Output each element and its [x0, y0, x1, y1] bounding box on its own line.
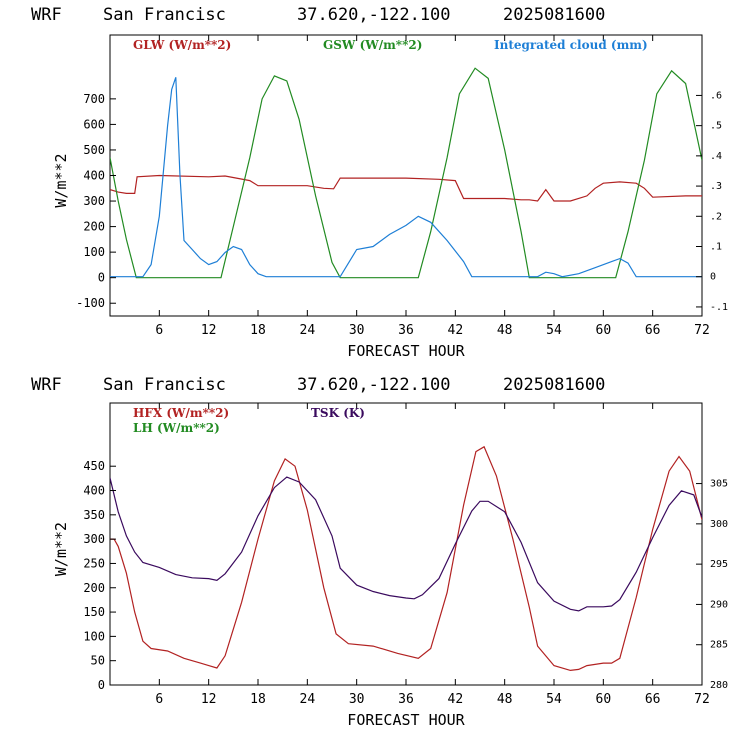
y2-tick-label: 300 — [710, 519, 728, 530]
series-line-tsk — [110, 476, 702, 612]
x-tick-label: 66 — [645, 692, 661, 707]
series-lines — [110, 445, 702, 672]
chart-title-init: 2025081600 — [503, 5, 605, 25]
y-tick-label: 100 — [83, 629, 105, 643]
x-tick-label: 30 — [349, 323, 365, 338]
y-tick-label: 50 — [91, 654, 105, 668]
y-tick-label: 0 — [98, 271, 105, 285]
series-line-hfx — [110, 445, 702, 672]
y-tick-label: 250 — [83, 556, 105, 570]
series-line-integrated — [110, 77, 702, 278]
y-tick-label: 200 — [83, 581, 105, 595]
x-tick-label: 12 — [201, 692, 217, 707]
x-tick-label: 60 — [596, 692, 612, 707]
y2-tick-label: 305 — [710, 479, 728, 490]
surface-flux-chart-panel: WRF San Francisc 37.620,-122.100 2025081600… — [31, 375, 728, 729]
legend-entry: GLW (W/m**2) — [133, 38, 231, 52]
x-tick-label: 18 — [250, 323, 266, 338]
x-tick-label: 42 — [448, 323, 464, 338]
x-tick-label: 36 — [398, 323, 414, 338]
y-tick-label: 300 — [83, 194, 105, 208]
radiation-chart-panel: WRF San Francisc 37.620,-122.100 2025081600… — [31, 5, 728, 360]
y-tick-label: 450 — [83, 459, 105, 473]
y-tick-label: 350 — [83, 508, 105, 522]
y-axis-label: W/m**2 — [52, 522, 70, 576]
y-axis-label: W/m**2 — [52, 153, 70, 207]
plot-frame — [109, 34, 703, 317]
x-tick-label: 48 — [497, 692, 513, 707]
x-tick-label: 72 — [694, 323, 710, 338]
y-tick-label: 400 — [83, 169, 105, 183]
x-axis-label: FORECAST HOUR — [347, 711, 465, 729]
legend-entry: Integrated cloud (mm) — [494, 38, 648, 52]
x-tick-label: 18 — [250, 692, 266, 707]
y2-tick-label: .3 — [710, 181, 722, 192]
x-tick-label: 60 — [596, 323, 612, 338]
y-tick-label: 300 — [83, 532, 105, 546]
y2-tick-label: 0 — [710, 272, 716, 283]
legend-entry: LH (W/m**2) — [133, 421, 220, 435]
y2-tick-label: -.1 — [710, 302, 728, 313]
x-tick-label: 12 — [201, 323, 217, 338]
y2-tick-label: .4 — [710, 151, 722, 162]
chart-title-station: San Francisc — [103, 375, 226, 395]
series-lines — [110, 67, 702, 279]
y-tick-label: 100 — [83, 245, 105, 259]
chart-title-model: WRF — [31, 375, 62, 395]
legend-entry: GSW (W/m**2) — [323, 38, 422, 52]
series-line-glw — [110, 174, 702, 202]
y-tick-label: 700 — [83, 92, 105, 106]
x-tick-label: 6 — [155, 692, 163, 707]
y-tick-label: 400 — [83, 484, 105, 498]
plot-frame — [109, 402, 703, 686]
x-tick-label: 6 — [155, 323, 163, 338]
y2-tick-label: 290 — [710, 599, 728, 610]
y2-tick-label: 285 — [710, 640, 728, 651]
chart-title-latlon: 37.620,-122.100 — [297, 5, 451, 25]
x-tick-label: 42 — [448, 692, 464, 707]
y-tick-label: 600 — [83, 117, 105, 131]
chart-title-init: 2025081600 — [503, 375, 605, 395]
legend-entry: TSK (K) — [311, 406, 365, 420]
y2-tick-label: .1 — [710, 242, 722, 253]
y-tick-label: 0 — [98, 678, 105, 692]
y-tick-label: 150 — [83, 605, 105, 619]
x-tick-label: 54 — [546, 323, 562, 338]
x-tick-label: 36 — [398, 692, 414, 707]
y-tick-label: 200 — [83, 220, 105, 234]
series-line-gsw — [110, 67, 702, 279]
y-tick-label: -100 — [76, 296, 105, 310]
y2-tick-label: .6 — [710, 90, 722, 101]
chart-title-station: San Francisc — [103, 5, 226, 25]
x-tick-label: 72 — [694, 692, 710, 707]
x-tick-label: 66 — [645, 323, 661, 338]
y2-tick-label: .2 — [710, 211, 722, 222]
x-tick-label: 24 — [300, 692, 316, 707]
x-axis-label: FORECAST HOUR — [347, 342, 465, 360]
y-tick-label: 500 — [83, 143, 105, 157]
y2-tick-label: 280 — [710, 680, 728, 691]
x-tick-label: 54 — [546, 692, 562, 707]
y2-tick-label: 295 — [710, 559, 728, 570]
chart-title-model: WRF — [31, 5, 62, 25]
x-tick-label: 48 — [497, 323, 513, 338]
x-tick-label: 30 — [349, 692, 365, 707]
chart-title-latlon: 37.620,-122.100 — [297, 375, 451, 395]
y2-tick-label: .5 — [710, 121, 722, 132]
x-tick-label: 24 — [300, 323, 316, 338]
legend-entry: HFX (W/m**2) — [133, 406, 229, 420]
